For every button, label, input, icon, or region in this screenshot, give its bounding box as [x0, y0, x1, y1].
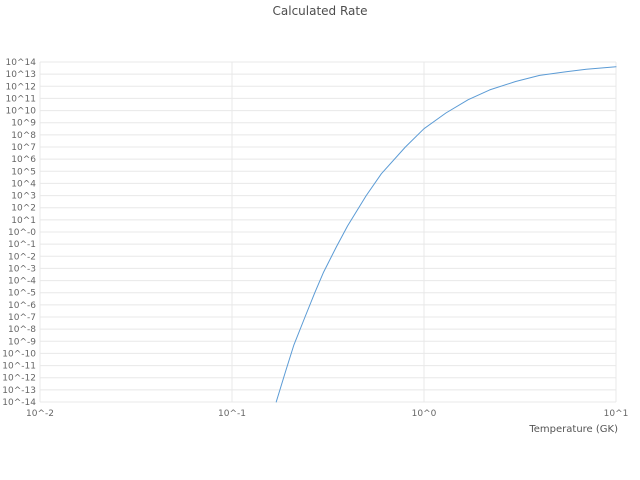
y-tick-label: 10^-7 — [8, 313, 36, 323]
y-tick-label: 10^-5 — [8, 289, 36, 299]
y-tick-label: 10^-12 — [2, 374, 36, 384]
y-tick-label: 10^1 — [11, 216, 36, 226]
y-tick-label: 10^-13 — [2, 386, 36, 396]
x-tick-label: 10^1 — [604, 409, 629, 419]
y-tick-label: 10^-2 — [8, 252, 36, 262]
x-axis-label: Temperature (GK) — [529, 424, 618, 435]
y-tick-label: 10^-11 — [2, 362, 36, 372]
y-tick-label: 10^7 — [11, 143, 36, 153]
y-tick-label: 10^11 — [6, 94, 36, 104]
y-tick-label: 10^13 — [6, 70, 36, 80]
x-tick-label: 10^-2 — [26, 409, 54, 419]
y-tick-label: 10^12 — [6, 82, 36, 92]
y-tick-label: 10^9 — [11, 119, 36, 129]
y-tick-label: 10^2 — [11, 204, 36, 214]
x-tick-label: 10^-1 — [218, 409, 246, 419]
y-tick-label: 10^-8 — [8, 325, 36, 335]
y-tick-label: 10^-6 — [8, 301, 36, 311]
y-tick-label: 10^5 — [11, 167, 36, 177]
y-tick-label: 10^6 — [11, 155, 36, 165]
chart-title: Calculated Rate — [272, 4, 368, 18]
y-tick-label: 10^14 — [6, 58, 37, 68]
y-tick-label: 10^4 — [11, 179, 36, 189]
y-tick-label: 10^-14 — [2, 398, 36, 408]
x-tick-label: 10^0 — [412, 409, 437, 419]
y-tick-label: 10^-9 — [8, 337, 36, 347]
y-tick-label: 10^-1 — [8, 240, 36, 250]
y-tick-label: 10^-10 — [2, 349, 36, 359]
y-tick-label: 10^10 — [6, 107, 37, 117]
y-tick-label: 10^-3 — [8, 264, 36, 274]
y-tick-label: 10^8 — [11, 131, 36, 141]
rate-curve — [275, 66, 617, 403]
y-tick-label: 10^3 — [11, 192, 36, 202]
y-tick-label: 10^-0 — [8, 228, 36, 238]
y-tick-label: 10^-4 — [8, 277, 36, 287]
